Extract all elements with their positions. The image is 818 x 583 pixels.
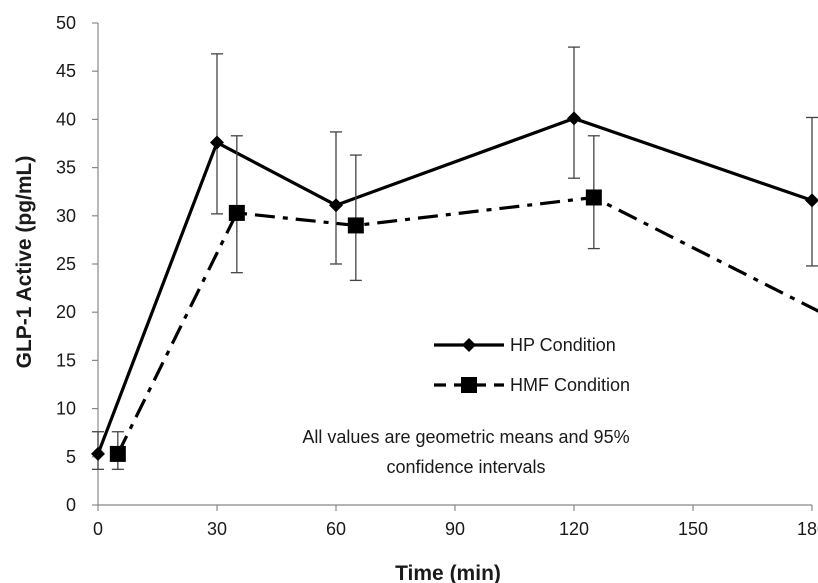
y-tick-label: 30	[56, 206, 76, 226]
hmf-series-line	[116, 195, 818, 455]
y-tick-label: 5	[66, 447, 76, 467]
y-tick-label: 0	[66, 495, 76, 515]
legend: HP Condition HMF Condition	[434, 335, 630, 395]
x-tick-label: 150	[678, 519, 708, 539]
hmf-point-marker	[585, 189, 602, 206]
x-tick-label: 120	[559, 519, 589, 539]
annotation-line-1: All values are geometric means and 95%	[302, 427, 629, 447]
axes: 0 5 10 15 20 25 30 35 40 45 50 0 30 60 90 120 150 180	[56, 13, 818, 539]
x-axis-title: Time (min)	[395, 562, 501, 583]
annotation-line-2: confidence intervals	[386, 457, 545, 477]
y-tick-label: 35	[56, 158, 76, 178]
x-tick-label: 180	[797, 519, 818, 539]
series-hp	[91, 46, 818, 470]
y-ticks: 0 5 10 15 20 25 30 35 40 45 50	[56, 13, 98, 515]
y-tick-label: 40	[56, 109, 76, 129]
hmf-point-marker	[228, 204, 245, 221]
hp-series-line	[96, 116, 813, 455]
hmf-point-marker	[347, 217, 364, 234]
y-tick-label: 10	[56, 399, 76, 419]
x-tick-label: 60	[326, 519, 346, 539]
y-tick-label: 25	[56, 254, 76, 274]
x-ticks: 0 30 60 90 120 150 180	[93, 505, 818, 539]
hp-point-marker	[805, 193, 818, 208]
legend-hmf-label: HMF Condition	[510, 375, 630, 395]
annotation: All values are geometric means and 95% c…	[302, 427, 629, 477]
hp-point-marker	[329, 198, 343, 213]
legend-hmf-square-marker	[461, 377, 477, 393]
y-axis-title: GLP-1 Active (pg/mL)	[13, 156, 36, 369]
hmf-point-marker	[109, 445, 126, 462]
x-tick-label: 30	[207, 519, 227, 539]
y-tick-label: 15	[56, 350, 76, 370]
legend-hp-label: HP Condition	[510, 335, 616, 355]
legend-item-hp: HP Condition	[434, 335, 616, 355]
y-tick-label: 20	[56, 302, 76, 322]
y-tick-label: 45	[56, 61, 76, 81]
legend-hp-diamond-marker	[462, 338, 476, 352]
x-tick-label: 0	[93, 519, 103, 539]
series-hmf	[109, 135, 818, 470]
hp-point-marker	[567, 111, 581, 126]
series-layer	[91, 46, 818, 470]
legend-item-hmf: HMF Condition	[434, 375, 630, 395]
x-tick-label: 90	[445, 519, 465, 539]
y-tick-label: 50	[56, 13, 76, 33]
hp-point-marker	[91, 446, 105, 461]
hp-point-marker	[210, 135, 224, 150]
